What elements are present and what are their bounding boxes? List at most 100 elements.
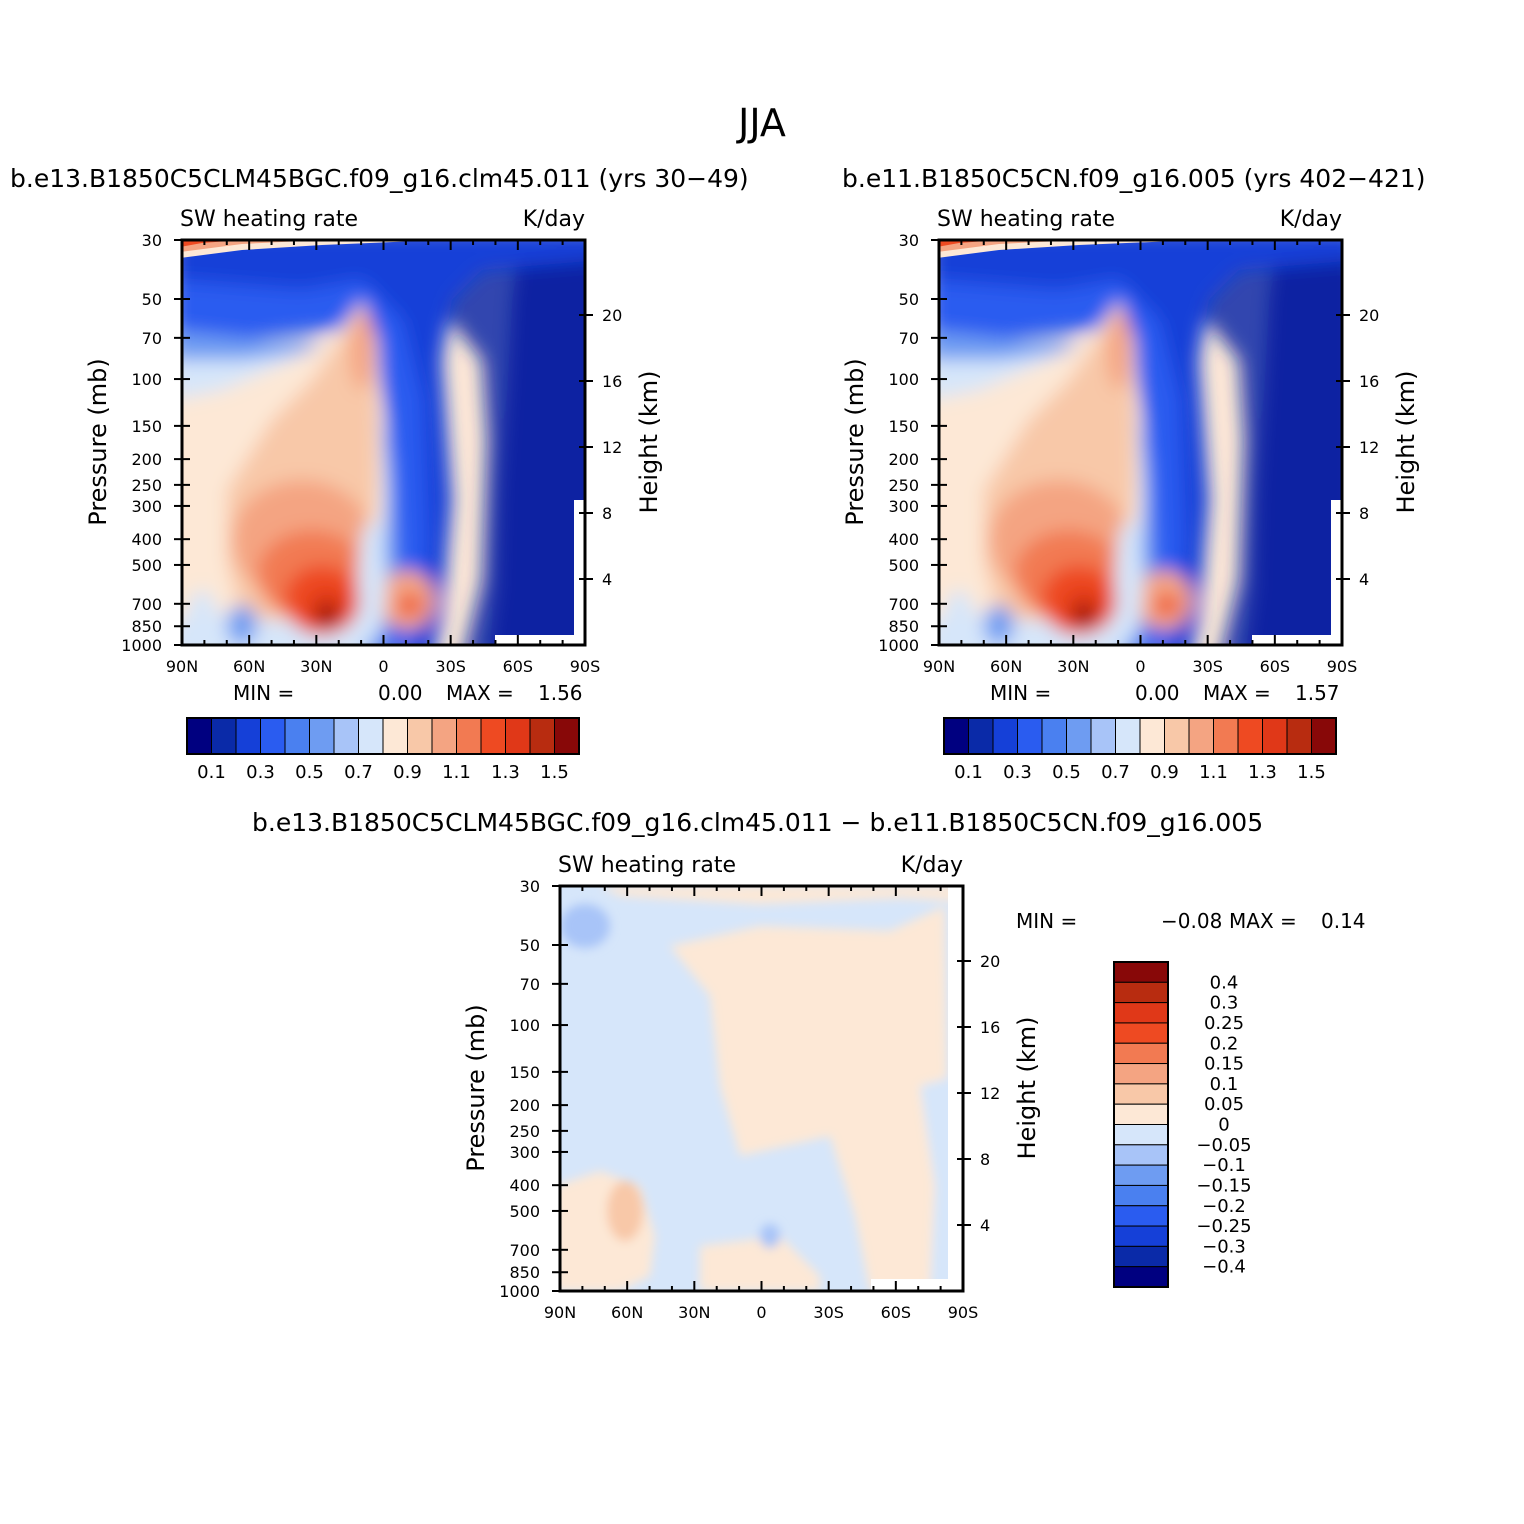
colorbar-label: 1.5 xyxy=(540,762,569,783)
contour-15 xyxy=(1074,605,1094,625)
colorbar-label: 0 xyxy=(1218,1115,1229,1136)
colorbar-swatch xyxy=(992,717,1018,755)
y-axis-right-title: Height (km) xyxy=(1013,1017,1041,1160)
strat-8 xyxy=(182,240,442,258)
missing-data-edge xyxy=(1331,500,1342,645)
colorbar-frame xyxy=(943,717,1337,755)
y-tick-right-label: 8 xyxy=(602,504,612,523)
y-tick-right-label: 12 xyxy=(602,438,622,457)
max-value: 1.56 xyxy=(538,681,583,705)
colorbar-label: 0.7 xyxy=(1101,762,1130,783)
x-tick-label: 0 xyxy=(1135,657,1145,676)
min-label: MIN = xyxy=(233,681,294,705)
diff-pos-4 xyxy=(607,1181,643,1241)
colorbar-swatch xyxy=(382,717,408,755)
strat-heating xyxy=(939,240,1199,258)
colorbar-swatch xyxy=(1113,1083,1169,1105)
colorbar-label: 0.15 xyxy=(1204,1054,1244,1075)
y-tick-label: 50 xyxy=(899,290,919,309)
y-axis-title: Pressure (mb) xyxy=(841,358,869,525)
y-tick-label: 100 xyxy=(888,370,919,389)
y-tick-label: 1000 xyxy=(121,636,162,655)
colorbar-swatch xyxy=(1113,1245,1169,1268)
y-axis-right-title: Height (km) xyxy=(635,371,663,514)
y-tick-label: 100 xyxy=(509,1016,540,1035)
colorbar-label: 0.4 xyxy=(1210,972,1239,993)
y-tick-label: 30 xyxy=(899,231,919,250)
y-tick-label: 30 xyxy=(142,231,162,250)
x-tick-label: 30S xyxy=(813,1303,844,1322)
colorbar-frame xyxy=(1113,961,1169,1288)
strat-8 xyxy=(939,240,1199,258)
field-contours xyxy=(939,240,1342,645)
colorbar-swatch xyxy=(1113,1022,1169,1044)
x-tick-label: 90S xyxy=(570,657,601,676)
colorbar-swatch xyxy=(1164,717,1190,755)
colorbar-label: 1.1 xyxy=(442,762,471,783)
y-tick-right-label: 20 xyxy=(980,952,1000,971)
strat-10 xyxy=(182,240,322,252)
y-tick-right-label: 20 xyxy=(1359,306,1379,325)
right-minmax: MIN = 0.00 MAX = 1.57 xyxy=(990,681,1340,705)
colorbar-swatch xyxy=(505,717,531,755)
units-label: K/day xyxy=(1280,207,1342,232)
y-tick-right-label: 4 xyxy=(602,570,612,589)
y-tick-label: 150 xyxy=(509,1063,540,1082)
y-tick-right-label: 16 xyxy=(1359,372,1379,391)
max-value: 1.57 xyxy=(1295,681,1340,705)
colorbar-swatch xyxy=(1113,1205,1169,1227)
y-tick-label: 1000 xyxy=(878,636,919,655)
contour-5b xyxy=(984,605,1014,645)
diff-plot xyxy=(560,886,963,1291)
x-tick-label: 90S xyxy=(948,1303,979,1322)
colorbar-label: 0.2 xyxy=(1210,1033,1239,1054)
missing-data-edge xyxy=(574,500,585,645)
diff-minmax: MIN = −0.08 MAX = 0.14 xyxy=(1016,909,1366,933)
colorbar-label: −0.15 xyxy=(1196,1175,1251,1196)
contour-7c xyxy=(944,590,974,645)
colorbar-swatch xyxy=(431,717,457,755)
x-tick-label: 60S xyxy=(1260,657,1291,676)
colorbar-swatch xyxy=(1262,717,1288,755)
colorbar-swatch xyxy=(1113,1042,1169,1065)
colorbar-label: 0.7 xyxy=(344,762,373,783)
x-tick-label: 30N xyxy=(678,1303,710,1322)
diff-panel-title: b.e13.B1850C5CLM45BGC.f09_g16.clm45.011 … xyxy=(252,808,1264,837)
colorbar-label: 0.5 xyxy=(295,762,324,783)
y-tick-right-label: 12 xyxy=(980,1084,1000,1103)
colorbar-swatch xyxy=(529,717,555,755)
y-tick-label: 300 xyxy=(888,497,919,516)
x-tick-label: 0 xyxy=(378,657,388,676)
colorbar-label: 0.1 xyxy=(197,762,226,783)
y-tick-label: 250 xyxy=(131,476,162,495)
colorbar-swatch xyxy=(1139,717,1165,755)
max-label: MAX = xyxy=(446,681,514,705)
colorbar-swatch xyxy=(1113,961,1169,983)
colorbar-label: −0.1 xyxy=(1202,1155,1246,1176)
colorbar-swatch xyxy=(1213,717,1239,755)
colorbar-swatch xyxy=(1113,1144,1169,1166)
y-tick-label: 300 xyxy=(509,1143,540,1162)
field-label: SW heating rate xyxy=(558,853,736,878)
contour-12b xyxy=(398,595,422,615)
strat-12 xyxy=(939,240,999,247)
y-tick-label: 100 xyxy=(131,370,162,389)
colorbar-swatch xyxy=(1188,717,1214,755)
x-tick-label: 60N xyxy=(233,657,265,676)
colorbar-label: 0.3 xyxy=(1003,762,1032,783)
y-tick-right-label: 4 xyxy=(1359,570,1369,589)
colorbar-swatch xyxy=(480,717,506,755)
min-value: −0.08 xyxy=(1161,909,1222,933)
y-tick-right-label: 8 xyxy=(980,1150,990,1169)
y-tick-label: 850 xyxy=(509,1263,540,1282)
colorbar-label: 1.3 xyxy=(1248,762,1277,783)
field-label: SW heating rate xyxy=(937,207,1115,232)
colorbar-swatch xyxy=(1113,1225,1169,1247)
axes-left: 90N 60N 30N 0 30S 60S 90S 30 50 70 100 150 200 250 300… xyxy=(84,207,663,676)
colorbar-swatch xyxy=(554,717,580,755)
colorbar-swatch xyxy=(968,717,994,755)
colorbar-label: 0.9 xyxy=(393,762,422,783)
x-tick-label: 60S xyxy=(503,657,534,676)
left-minmax: MIN = 0.00 MAX = 1.56 xyxy=(233,681,583,705)
